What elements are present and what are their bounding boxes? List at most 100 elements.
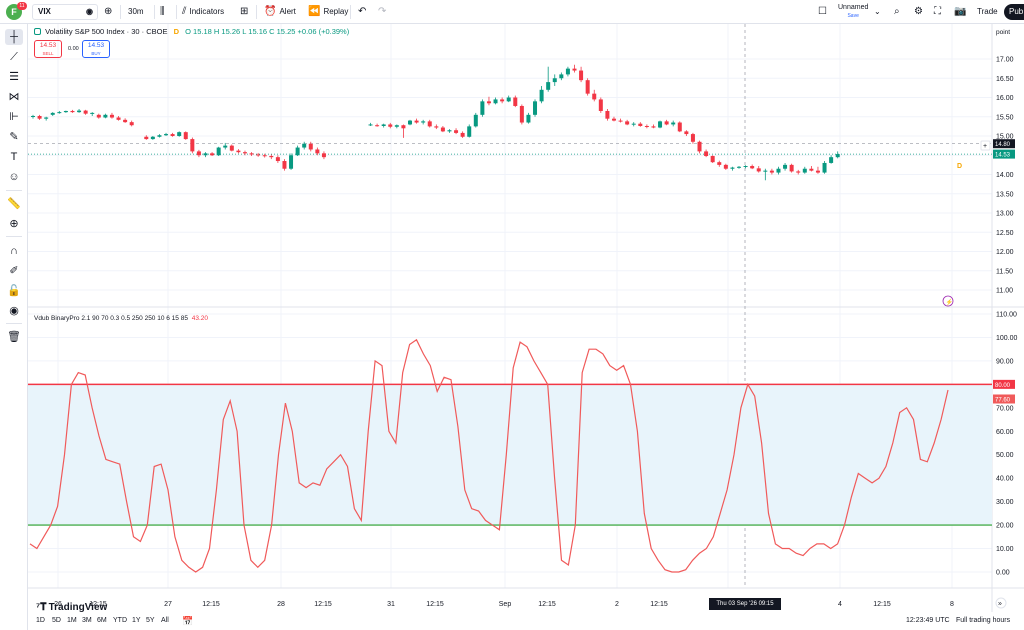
candle-body: [236, 150, 241, 153]
candle-body: [565, 68, 570, 75]
redo-button[interactable]: ↷: [378, 4, 389, 20]
candle-body: [170, 134, 175, 136]
range-5y[interactable]: 5Y: [146, 617, 155, 624]
sell-button[interactable]: 14.53 SELL: [34, 40, 62, 58]
measure-tool[interactable]: 📏: [5, 196, 23, 212]
patterns-tool[interactable]: ⋈: [5, 89, 23, 105]
alert-label: Alert: [279, 7, 296, 16]
settings-button[interactable]: ⚙: [914, 4, 926, 20]
range-ytd[interactable]: YTD: [113, 617, 127, 624]
calendar-icon: 📅: [182, 616, 194, 626]
pencil-lock-icon: ✐: [9, 265, 19, 277]
goto-date-button[interactable]: 📅: [182, 612, 193, 630]
buy-button[interactable]: 14.53 BUY: [82, 40, 110, 58]
hide-drawings-tool[interactable]: ◉: [5, 303, 23, 319]
zoom-tool[interactable]: ⊕: [5, 216, 23, 232]
interval-button[interactable]: 30m: [128, 7, 144, 16]
candle-body: [31, 115, 35, 117]
indicator-tick-label: 100.00: [996, 335, 1018, 342]
plus-icon: +: [983, 143, 987, 150]
lock-drawings-tool[interactable]: 🔓: [5, 283, 23, 299]
time-tick-label: 12:15: [314, 601, 332, 608]
layout-menu-chevron[interactable]: ⌄: [874, 4, 881, 20]
stay-in-drawing-tool[interactable]: ✐: [5, 263, 23, 279]
crosshair-icon: ┼: [10, 31, 18, 43]
range-3m[interactable]: 3M: [82, 617, 92, 624]
crosshair-tool[interactable]: ┼: [5, 29, 23, 45]
publish-button[interactable]: Pub: [1004, 4, 1024, 20]
candles-icon: ⫼: [160, 6, 165, 17]
tradingview-logo[interactable]: ⁷𝐓 TradingView: [36, 602, 107, 613]
trend-line-tool[interactable]: ⟋: [5, 49, 23, 65]
current-price-tag-bg: [993, 149, 1015, 159]
templates-button[interactable]: ⊞: [240, 4, 251, 20]
time-tick-label: 12:15: [650, 601, 668, 608]
range-5d[interactable]: 5D: [52, 617, 61, 624]
candle-body: [684, 131, 689, 135]
candle-body: [210, 153, 215, 156]
icon-tool[interactable]: ☺: [5, 169, 23, 185]
tradingview-mark-icon: ⁷𝐓: [36, 602, 47, 613]
fullscreen-button[interactable]: ⛶: [934, 4, 944, 20]
candle-body: [829, 157, 834, 163]
square-icon: ☐: [818, 6, 827, 17]
utc-clock[interactable]: 12:23:49 UTC: [906, 617, 950, 624]
candle-body: [592, 93, 597, 100]
trend-line-icon: ⟋: [10, 51, 18, 63]
alarm-clock-icon: ⏰: [264, 6, 277, 17]
trade-button[interactable]: Trade: [977, 7, 998, 16]
symbol-pin-icon[interactable]: ◉: [86, 7, 93, 16]
search-icon: ⌕: [894, 6, 900, 17]
candle-body: [743, 166, 748, 168]
indicator-tick-label: 40.00: [996, 476, 1014, 483]
legend-title: Volatility S&P 500 Index · 30 · CBOE: [45, 27, 168, 36]
range-all[interactable]: All: [161, 617, 169, 624]
candle-body: [381, 124, 386, 126]
candle-body: [763, 170, 768, 172]
compare-symbol-button[interactable]: ⊕: [104, 4, 115, 20]
ruler-icon: 📏: [7, 198, 21, 210]
time-tick-label: Sep: [499, 601, 512, 608]
candle-body: [242, 152, 247, 154]
time-tick-label: 27: [164, 601, 172, 608]
brush-tool[interactable]: ✎: [5, 129, 23, 145]
snapshot-button[interactable]: 📷: [954, 4, 969, 20]
alert-button[interactable]: ⏰ Alert: [264, 4, 296, 20]
replay-button[interactable]: ⏪ Replay: [308, 4, 348, 20]
candle-body: [368, 124, 373, 126]
indicator-tick-label: 20.00: [996, 523, 1014, 530]
layout-save-status: Save: [847, 13, 859, 19]
range-6m[interactable]: 6M: [97, 617, 107, 624]
undo-button[interactable]: ↶: [358, 4, 369, 20]
forecast-tool[interactable]: ⊩: [5, 109, 23, 125]
indicator-tick-label: 70.00: [996, 405, 1014, 412]
indicator-legend[interactable]: Vdub BinaryPro 2.1 90 70 0.3 0.5 250 250…: [34, 315, 208, 322]
chart-type-button[interactable]: ⫼: [160, 4, 168, 20]
time-tick-label: 8: [950, 601, 954, 608]
indicators-button[interactable]: ⫽ Indicators: [182, 4, 224, 20]
redo-icon: ↷: [378, 6, 387, 17]
chart-area[interactable]: 17.0016.5016.0015.5015.0014.5014.0013.50…: [28, 24, 1024, 630]
candle-body: [90, 112, 95, 114]
range-1d[interactable]: 1D: [36, 617, 45, 624]
sell-label: SELL: [42, 51, 54, 56]
candle-body: [598, 99, 603, 111]
range-1m[interactable]: 1M: [67, 617, 77, 624]
brand-name: TradingView: [48, 602, 108, 613]
symbol-search[interactable]: VIX ◉: [32, 4, 98, 20]
price-scale-unit[interactable]: point: [996, 29, 1011, 36]
session-selector[interactable]: Full trading hours: [956, 617, 1011, 624]
toolbar-divider: [350, 5, 351, 19]
remove-drawings-tool[interactable]: 🗑: [5, 329, 23, 345]
chart-canvas[interactable]: 17.0016.5016.0015.5015.0014.5014.0013.50…: [28, 24, 1024, 612]
candle-body: [658, 121, 663, 128]
layout-checkbox[interactable]: ☐: [818, 4, 830, 20]
text-tool[interactable]: T: [5, 149, 23, 165]
quick-search-button[interactable]: ⌕: [894, 4, 903, 20]
layout-name-button[interactable]: Unnamed Save: [838, 4, 868, 20]
candle-body: [440, 127, 445, 132]
fib-tool[interactable]: ☰: [5, 69, 23, 85]
candle-body: [750, 166, 755, 169]
magnet-tool[interactable]: ∩: [5, 243, 23, 259]
range-1y[interactable]: 1Y: [132, 617, 141, 624]
